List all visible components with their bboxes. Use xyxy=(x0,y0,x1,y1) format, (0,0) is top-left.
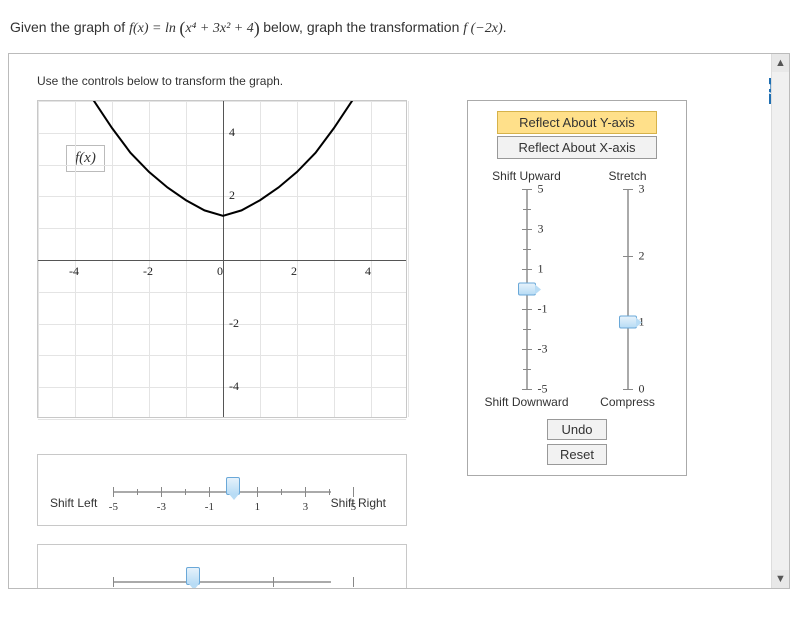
reflect-y-button[interactable]: Reflect About Y-axis xyxy=(497,111,657,134)
slider-left-label: Compress xyxy=(50,586,113,589)
vertical-scrollbar[interactable]: ▲ ▼ xyxy=(771,54,789,588)
h-slider-thumb[interactable] xyxy=(186,567,200,585)
q-transform: f (−2x) xyxy=(463,21,502,36)
h-slider-track[interactable]: -5-3-1135 xyxy=(113,485,330,521)
slider-tick-label: 3 xyxy=(639,182,645,197)
transform-controls: Reflect About Y-axis Reflect About X-axi… xyxy=(467,100,687,476)
slider-tick-label: 3 xyxy=(303,501,309,513)
v-slider-track[interactable]: 0123 xyxy=(613,189,643,389)
v-slider-thumb[interactable] xyxy=(619,316,637,329)
slider-tick-label: 5 xyxy=(538,182,544,197)
function-curve xyxy=(38,101,408,419)
slider-tick-label: -3 xyxy=(538,342,548,357)
q-func: f(x) = ln (x⁴ + 3x² + 4) xyxy=(129,21,263,36)
reset-button[interactable]: Reset xyxy=(547,444,607,465)
instruction-text: Use the controls below to transform the … xyxy=(37,74,741,88)
slider-tick-label: 5 xyxy=(351,501,357,513)
q-mid: below, graph the transformation xyxy=(263,19,463,35)
slider-right-label: Stretch xyxy=(331,586,394,589)
h-slider-thumb[interactable] xyxy=(226,477,240,495)
graph-canvas: f(x) -4-202442-2-4 xyxy=(37,100,407,418)
undo-button[interactable]: Undo xyxy=(547,419,607,440)
scroll-up-arrow[interactable]: ▲ xyxy=(772,54,789,72)
slider-tick-label: 1 xyxy=(255,501,261,513)
slider-tick-label: -1 xyxy=(205,501,214,513)
slider-tick-label: -3 xyxy=(157,501,166,513)
slider-tick-label: -5 xyxy=(109,501,118,513)
slider-left-label: Shift Left xyxy=(50,496,113,510)
h-slider-track[interactable]: 0123 xyxy=(113,575,330,589)
slider-tick-label: 2 xyxy=(639,248,645,263)
v-slider-top-label: Stretch xyxy=(585,169,670,183)
reflect-x-button[interactable]: Reflect About X-axis xyxy=(497,136,657,159)
v-slider-bot-label: Shift Downward xyxy=(484,395,569,409)
content-panel: Use the controls below to transform the … xyxy=(8,53,790,589)
slider-tick-label: 0 xyxy=(639,382,645,397)
slider-tick-label: 3 xyxy=(538,222,544,237)
v-slider-bot-label: Compress xyxy=(585,395,670,409)
q-prefix: Given the graph of xyxy=(10,19,129,35)
v-slider-top-label: Shift Upward xyxy=(484,169,569,183)
v-slider-track[interactable]: -5-3-1135 xyxy=(512,189,542,389)
question-text: Given the graph of f(x) = ln (x⁴ + 3x² +… xyxy=(0,0,798,53)
slider-tick-label: -5 xyxy=(538,382,548,397)
slider-tick-label: 1 xyxy=(538,262,544,277)
slider-tick-label: -1 xyxy=(538,302,548,317)
scroll-down-arrow[interactable]: ▼ xyxy=(772,570,789,588)
slider-right-label: Shift Right xyxy=(331,496,394,510)
v-slider-thumb[interactable] xyxy=(518,283,536,296)
